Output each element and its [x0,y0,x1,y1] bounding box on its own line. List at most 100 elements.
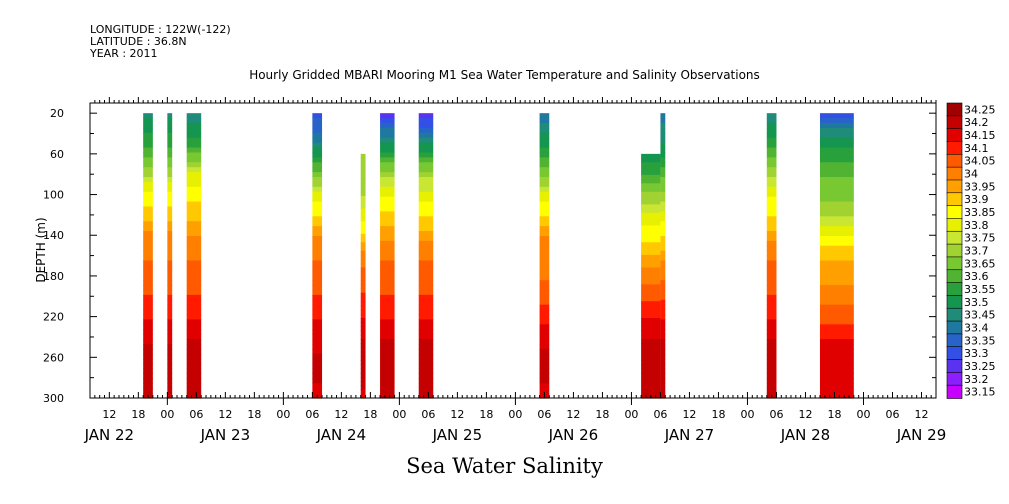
salinity-cell [539,240,550,247]
salinity-cell [539,113,550,119]
salinity-cell [312,339,323,345]
salinity-cell [660,206,666,212]
salinity-cell [360,393,366,399]
salinity-cell [143,275,153,281]
salinity-cell [660,167,666,173]
salinity-cell [186,309,202,316]
salinity-cell [766,353,777,360]
x-tick-label: 12 [914,408,928,421]
salinity-cell [418,240,434,247]
salinity-cell [539,152,550,158]
salinity-cell [380,206,395,212]
salinity-cell [143,348,153,355]
salinity-cell [186,221,202,227]
salinity-cell [539,319,550,325]
salinity-cell [186,358,202,365]
salinity-cell [766,270,777,276]
salinity-cell [360,191,366,197]
salinity-cell [418,343,434,350]
salinity-cell [766,206,777,212]
salinity-cell [766,260,777,267]
salinity-cell [186,211,202,217]
salinity-cell [539,235,550,242]
salinity-cell [312,181,323,188]
salinity-cell [660,191,666,198]
salinity-cell [167,299,173,306]
salinity-cell [766,245,777,252]
salinity-cell [167,383,173,389]
salinity-cell [312,216,323,222]
salinity-cell [380,309,395,316]
salinity-cell [766,177,777,183]
salinity-cell [539,270,550,276]
salinity-cell [167,348,173,355]
legend-label: 33.2 [964,373,989,386]
salinity-cell [418,118,434,124]
salinity-cell [360,238,366,243]
salinity-cell [167,211,173,217]
salinity-cell [660,142,666,149]
x-tick-label: 12 [450,408,464,421]
salinity-cell [819,294,854,301]
salinity-cell [660,231,666,237]
salinity-cell [819,191,854,198]
salinity-cell [766,167,777,173]
salinity-cell [641,212,661,218]
salinity-cell [539,181,550,188]
salinity-cell [539,186,550,193]
salinity-cell [641,174,661,180]
y-tick-label: 300 [43,392,64,405]
salinity-cell [819,122,854,129]
salinity-cell [380,280,395,286]
salinity-cell [143,363,153,370]
salinity-cell [186,348,202,355]
salinity-cell [539,255,550,262]
data-column [312,113,323,399]
salinity-cell [143,196,153,203]
salinity-cell [660,235,666,242]
legend-label: 34.2 [964,116,989,129]
salinity-cell [641,233,661,239]
salinity-cell [312,309,323,316]
salinity-cell [418,186,434,193]
salinity-cell [143,334,153,340]
salinity-cell [167,172,173,178]
salinity-cell [360,368,366,374]
salinity-cell [167,319,173,325]
salinity-cell [641,238,661,243]
salinity-cell [539,383,550,389]
legend-label: 33.85 [964,206,996,219]
salinity-cell [766,339,777,345]
salinity-cell [312,388,323,394]
salinity-cell [380,393,395,399]
salinity-cell [380,132,395,139]
salinity-cell [360,208,366,214]
salinity-cell [641,229,661,235]
legend-label: 33.65 [964,257,996,270]
salinity-cell [660,393,666,399]
x-tick-label: 18 [711,408,725,421]
salinity-cell [186,319,202,325]
salinity-cell [186,378,202,384]
salinity-cell [360,246,366,252]
salinity-cell [360,376,366,382]
salinity-cell [819,221,854,227]
salinity-cell [660,329,666,335]
salinity-cell [380,383,395,389]
salinity-cell [360,217,366,222]
x-tick-label: 00 [392,408,406,421]
salinity-cell [186,388,202,394]
salinity-cell [360,153,366,159]
salinity-cell [641,187,661,193]
salinity-cell [143,378,153,384]
salinity-cell [186,368,202,375]
salinity-cell [641,263,661,269]
salinity-cell [641,372,661,378]
salinity-cell [660,118,666,124]
salinity-cell [167,285,173,291]
salinity-cell [660,388,666,394]
salinity-cell [418,137,434,144]
salinity-cell [380,289,395,296]
legend-swatch [946,320,963,335]
